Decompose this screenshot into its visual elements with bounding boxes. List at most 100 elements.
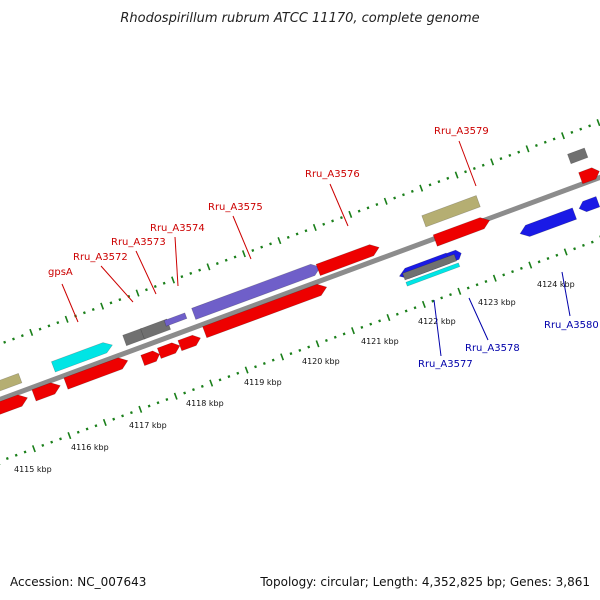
gene-feature-red[interactable] bbox=[156, 342, 181, 359]
tick-mark-upper bbox=[109, 301, 113, 305]
gene-feature-red[interactable] bbox=[177, 334, 201, 352]
tick-mark-upper bbox=[383, 197, 388, 205]
gene-label[interactable]: Rru_A3573 bbox=[111, 237, 166, 248]
gene-label-leader bbox=[468, 297, 489, 341]
tick-mark-lower bbox=[342, 332, 346, 336]
tick-label: 4121 kbp bbox=[361, 337, 399, 346]
gene-label-leaders bbox=[61, 140, 571, 357]
gene-label-leader bbox=[561, 271, 571, 317]
gene-label[interactable]: Rru_A3579 bbox=[434, 126, 489, 137]
gene-label[interactable]: Rru_A3578 bbox=[465, 343, 520, 354]
tick-mark-upper bbox=[189, 271, 193, 275]
tick-mark-upper bbox=[100, 302, 105, 310]
gene-feature-red[interactable] bbox=[578, 167, 600, 185]
tick-mark-lower bbox=[271, 358, 275, 362]
tick-mark-lower bbox=[378, 319, 382, 323]
gene-feature-purple[interactable] bbox=[191, 263, 321, 320]
tick-mark-lower bbox=[413, 306, 417, 310]
tick-mark-lower bbox=[351, 327, 355, 335]
tick-mark-upper bbox=[251, 248, 255, 252]
tick-mark-lower bbox=[218, 378, 222, 382]
backbone-line bbox=[0, 174, 600, 403]
gene-feature-red[interactable] bbox=[432, 217, 491, 247]
tick-mark-lower bbox=[440, 296, 444, 300]
tick-mark-upper bbox=[366, 206, 370, 210]
tick-label: 4116 kbp bbox=[71, 443, 109, 452]
gene-feature-cyan[interactable] bbox=[51, 342, 113, 373]
gene-feature-red[interactable] bbox=[0, 394, 28, 419]
tick-mark-lower bbox=[289, 352, 293, 356]
gene-feature-blue[interactable] bbox=[519, 207, 577, 237]
gene-feature-red[interactable] bbox=[63, 357, 129, 390]
gene-label-leader bbox=[174, 236, 179, 287]
gene-feature-red[interactable] bbox=[202, 283, 328, 339]
gene-feature-red[interactable] bbox=[315, 244, 380, 276]
gene-label[interactable]: Rru_A3575 bbox=[208, 202, 263, 213]
tick-mark-upper bbox=[525, 145, 530, 153]
tick-mark-upper bbox=[12, 337, 15, 341]
tick-mark-upper bbox=[419, 184, 424, 192]
tick-mark-lower bbox=[519, 266, 523, 270]
gene-feature-blue[interactable] bbox=[578, 196, 600, 213]
gene-feature-red[interactable] bbox=[31, 382, 61, 402]
tick-mark-upper bbox=[312, 223, 317, 232]
tick-mark-upper bbox=[47, 324, 51, 328]
tick-mark-lower bbox=[369, 322, 373, 326]
gene-label-leader bbox=[329, 183, 349, 227]
tick-mark-upper bbox=[393, 196, 397, 200]
gene-feature-gray[interactable] bbox=[140, 318, 171, 340]
gene-label[interactable]: Rru_A3574 bbox=[150, 223, 205, 234]
accession-text: Accession: NC_007643 bbox=[10, 575, 146, 589]
gene-feature-olive[interactable] bbox=[421, 195, 481, 228]
tick-mark-upper bbox=[118, 298, 122, 302]
tick-mark-upper bbox=[153, 284, 157, 289]
tick-mark-upper bbox=[277, 237, 282, 245]
tick-mark-upper bbox=[233, 255, 237, 259]
tick-mark-upper bbox=[198, 268, 202, 272]
gene-feature-gray[interactable] bbox=[402, 253, 457, 281]
tick-mark-lower bbox=[386, 313, 391, 322]
tick-mark-upper bbox=[517, 150, 521, 154]
tick-mark-lower bbox=[581, 243, 585, 247]
tick-mark-upper bbox=[472, 166, 476, 170]
gene-label[interactable]: Rru_A3577 bbox=[418, 359, 473, 370]
tick-mark-upper bbox=[446, 176, 450, 180]
tick-mark-lower bbox=[262, 361, 266, 365]
tick-mark-upper bbox=[410, 189, 414, 193]
tick-mark-lower bbox=[85, 427, 89, 431]
gene-label[interactable]: gpsA bbox=[48, 267, 73, 278]
gene-feature-olive[interactable] bbox=[0, 373, 23, 398]
gene-feature-cyan[interactable] bbox=[405, 262, 461, 287]
tick-mark-upper bbox=[29, 328, 34, 336]
gene-label[interactable]: Rru_A3572 bbox=[73, 252, 128, 263]
tick-mark-upper bbox=[322, 222, 326, 226]
tick-mark-lower bbox=[492, 274, 497, 282]
tick-mark-lower bbox=[511, 270, 514, 274]
tick-mark-lower bbox=[138, 405, 143, 413]
tick-mark-upper bbox=[454, 171, 459, 179]
tick-mark-lower bbox=[546, 257, 550, 261]
tick-mark-lower bbox=[254, 365, 257, 369]
gene-feature-red[interactable] bbox=[140, 350, 160, 366]
tick-mark-lower bbox=[165, 398, 169, 402]
tick-mark-upper bbox=[437, 180, 441, 184]
gene-feature-gray[interactable] bbox=[567, 147, 589, 165]
gene-feature-purple[interactable] bbox=[163, 312, 188, 327]
tick-mark-upper bbox=[331, 219, 335, 223]
tick-mark-lower bbox=[147, 404, 151, 408]
tick-mark-upper bbox=[20, 334, 24, 338]
tick-mark-upper bbox=[162, 281, 166, 285]
gene-label[interactable]: Rru_A3580 bbox=[544, 320, 599, 331]
gene-label[interactable]: Rru_A3576 bbox=[305, 169, 360, 180]
tick-row-upper bbox=[3, 119, 600, 344]
tick-mark-upper bbox=[304, 229, 308, 233]
tick-mark-upper bbox=[552, 137, 556, 141]
tick-mark-lower bbox=[31, 445, 36, 453]
tick-mark-upper bbox=[38, 327, 42, 331]
tick-mark-lower bbox=[315, 340, 320, 348]
tick-mark-upper bbox=[596, 119, 600, 127]
genome-backbone bbox=[0, 174, 600, 403]
tick-mark-upper bbox=[543, 140, 547, 144]
tick-mark-upper bbox=[224, 258, 228, 262]
